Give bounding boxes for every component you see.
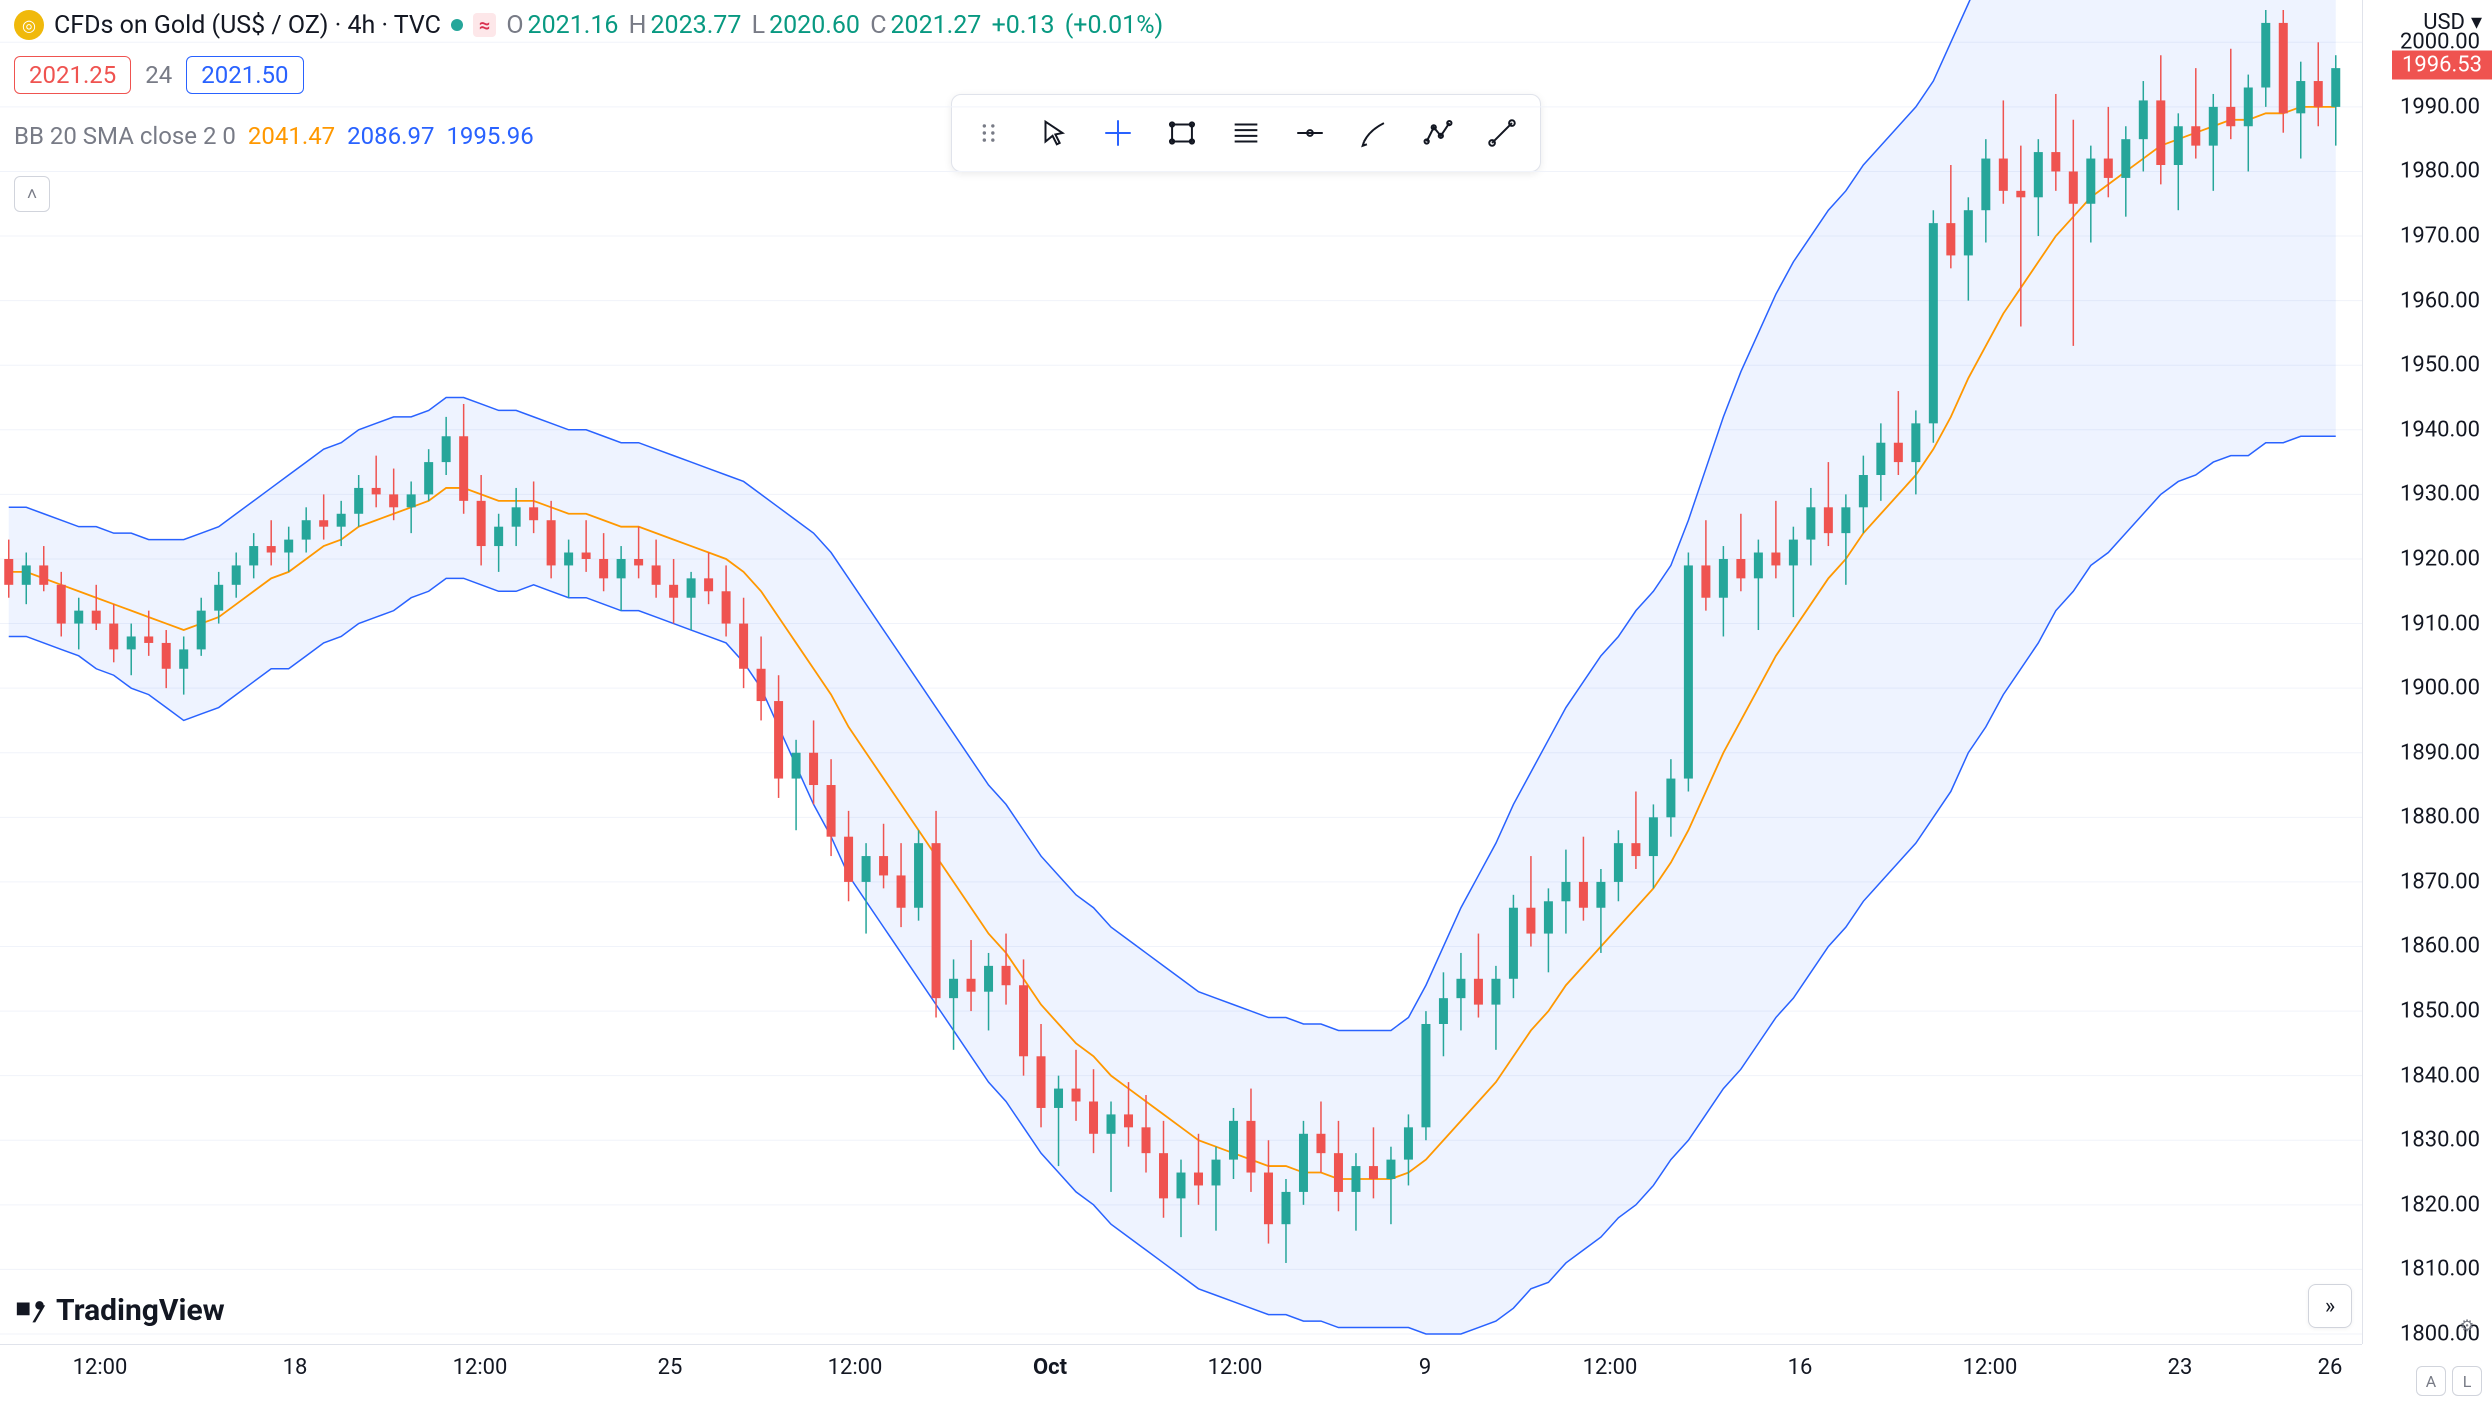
price-tick: 1850.00 xyxy=(2400,999,2480,1024)
time-tick: 18 xyxy=(283,1355,308,1380)
price-tick: 1960.00 xyxy=(2400,288,2480,313)
price-tick: 1950.00 xyxy=(2400,353,2480,378)
price-tick: 1860.00 xyxy=(2400,934,2480,959)
price-tick: 1970.00 xyxy=(2400,224,2480,249)
axis-mode-buttons: A L xyxy=(2416,1366,2482,1396)
price-tick: 1910.00 xyxy=(2400,611,2480,636)
price-tick: 1990.00 xyxy=(2400,94,2480,119)
auto-scale-button[interactable]: A xyxy=(2416,1366,2446,1396)
time-tick: 12:00 xyxy=(73,1355,128,1380)
price-tick: 1890.00 xyxy=(2400,740,2480,765)
price-tick: 1930.00 xyxy=(2400,482,2480,507)
time-tick: 26 xyxy=(2318,1355,2343,1380)
chart-canvas[interactable] xyxy=(0,0,2362,1344)
price-tick: 1840.00 xyxy=(2400,1063,2480,1088)
logo-text: TradingView xyxy=(56,1293,225,1328)
time-tick: 12:00 xyxy=(453,1355,508,1380)
time-tick: 12:00 xyxy=(1963,1355,2018,1380)
price-tick: 1940.00 xyxy=(2400,417,2480,442)
price-tick: 1820.00 xyxy=(2400,1192,2480,1217)
price-tick: 1980.00 xyxy=(2400,159,2480,184)
price-tick: 1830.00 xyxy=(2400,1128,2480,1153)
price-tick: 1810.00 xyxy=(2400,1257,2480,1282)
time-tick: 12:00 xyxy=(828,1355,883,1380)
price-tick: 1900.00 xyxy=(2400,676,2480,701)
time-axis[interactable]: 12:00 18 12:00 25 12:00 Oct 12:00 9 12:00 16 12:00… xyxy=(0,1344,2362,1414)
tradingview-logo[interactable]: TradingView xyxy=(14,1293,225,1328)
price-axis[interactable]: USD ▾ 1800.001810.001820.001830.001840.0… xyxy=(2362,0,2492,1344)
time-tick: 9 xyxy=(1419,1355,1431,1380)
axis-settings-icon[interactable]: ⚙ xyxy=(2452,1310,2482,1340)
time-tick: Oct xyxy=(1033,1355,1067,1380)
scroll-to-recent-button[interactable]: » xyxy=(2308,1284,2352,1328)
time-tick: 25 xyxy=(658,1355,683,1380)
time-tick: 16 xyxy=(1788,1355,1813,1380)
time-tick: 23 xyxy=(2168,1355,2193,1380)
current-price-tag: 1996.53 xyxy=(2392,50,2492,79)
price-tick: 1920.00 xyxy=(2400,546,2480,571)
time-tick: 12:00 xyxy=(1208,1355,1263,1380)
price-tick: 1880.00 xyxy=(2400,805,2480,830)
log-scale-button[interactable]: L xyxy=(2452,1366,2482,1396)
time-tick: 12:00 xyxy=(1583,1355,1638,1380)
price-tick: 1870.00 xyxy=(2400,869,2480,894)
